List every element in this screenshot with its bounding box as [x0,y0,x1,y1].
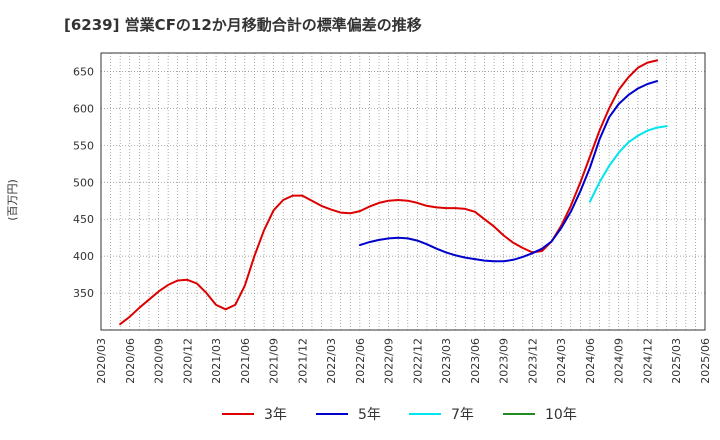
x-tick-label: 2024/12 [641,338,654,384]
y-tick-label: 350 [73,287,94,300]
x-tick-label: 2025/03 [670,338,683,384]
x-tick-label: 2020/03 [95,338,108,384]
legend: 3年 5年 7年 10年 [222,407,577,423]
x-tick-label: 2021/09 [268,338,281,384]
x-tick-label: 2020/12 [181,338,194,384]
y-tick-label: 400 [73,250,94,263]
x-tick-label: 2020/09 [153,338,166,384]
y-tick-label: 650 [73,65,94,78]
series-lines [119,59,668,326]
x-tick-label: 2024/06 [584,338,597,384]
y-tick-label: 600 [73,102,94,115]
x-tick-label: 2020/06 [124,338,137,384]
x-tick-label: 2021/06 [239,338,252,384]
x-tick-label: 2024/03 [555,338,568,384]
legend-label: 3年 [264,407,287,423]
legend-label: 10年 [545,407,577,423]
plot-area [101,53,705,330]
series-line-3年 [119,59,659,326]
y-axis-ticks: 350 400 450 500 550 600 650 [73,65,94,300]
x-tick-label: 2023/12 [526,338,539,384]
y-tick-label: 550 [73,139,94,152]
x-tick-label: 2022/09 [383,338,396,384]
series-line-5年 [358,80,659,263]
x-tick-label: 2021/12 [296,338,309,384]
x-tick-label: 2022/12 [411,338,424,384]
x-tick-label: 2023/06 [469,338,482,384]
y-axis-label: (百万円) [6,179,19,221]
plot-frame [100,52,706,331]
x-tick-label: 2023/03 [440,338,453,384]
y-tick-label: 450 [73,213,94,226]
x-tick-label: 2025/06 [699,338,712,384]
chart-title: [6239] 営業CFの12か月移動合計の標準偏差の推移 [64,16,422,34]
series-line-7年 [589,125,668,203]
x-tick-label: 2024/09 [613,338,626,384]
x-tick-label: 2021/03 [210,338,223,384]
x-tick-label: 2023/09 [498,338,511,384]
legend-label: 5年 [358,407,381,423]
x-tick-label: 2022/06 [354,338,367,384]
x-axis-ticks: 2020/03 2020/06 2020/09 2020/12 2021/03 2021/… [95,338,712,384]
x-tick-label: 2022/03 [325,338,338,384]
legend-label: 7年 [451,407,474,423]
y-tick-label: 500 [73,176,94,189]
